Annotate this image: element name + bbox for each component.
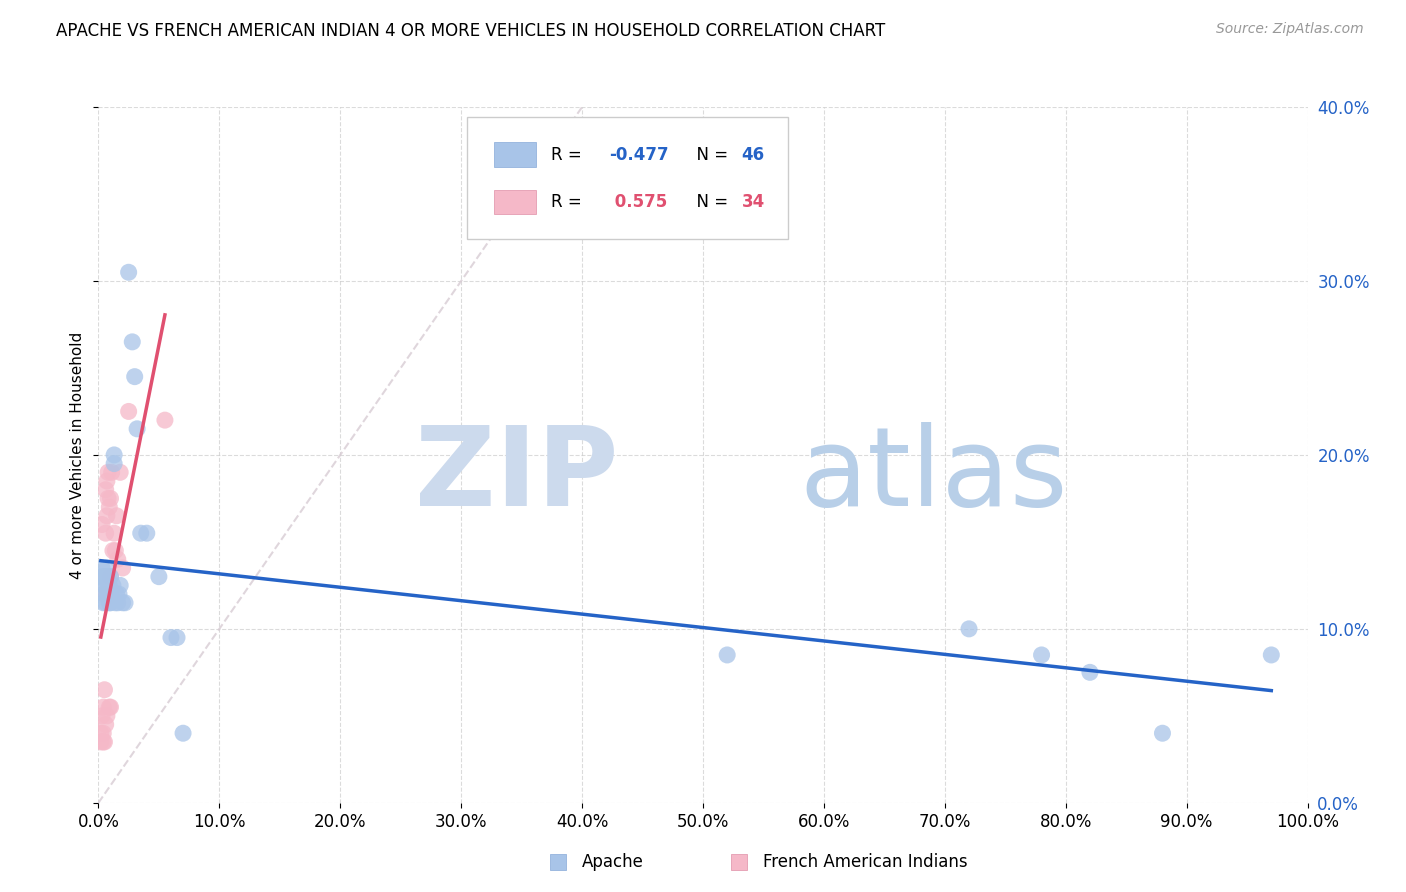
Point: [114, 596, 136, 610]
Point: [91, 596, 114, 610]
Point: [93, 735, 115, 749]
Point: [108, 466, 131, 480]
Point: [91, 700, 114, 714]
Text: R =: R =: [551, 145, 586, 163]
Point: [97, 466, 120, 480]
Point: [100, 587, 122, 601]
FancyBboxPatch shape: [494, 190, 536, 214]
Point: [101, 578, 124, 592]
Point: [93, 587, 115, 601]
Point: [105, 508, 128, 523]
Point: [100, 591, 122, 605]
Point: [111, 561, 134, 575]
Point: [93, 570, 115, 584]
Point: [1260, 648, 1282, 662]
Point: [91, 708, 114, 723]
Text: APACHE VS FRENCH AMERICAN INDIAN 4 OR MORE VEHICLES IN HOUSEHOLD CORRELATION CHA: APACHE VS FRENCH AMERICAN INDIAN 4 OR MO…: [56, 22, 886, 40]
Point: [91, 578, 114, 592]
Point: [96, 587, 118, 601]
Point: [96, 474, 118, 488]
Point: [1152, 726, 1174, 740]
Point: [94, 526, 117, 541]
Point: [135, 526, 157, 541]
Point: [111, 596, 134, 610]
Point: [91, 735, 114, 749]
Point: [100, 570, 122, 584]
Point: [103, 526, 125, 541]
Point: [94, 717, 117, 731]
Point: [91, 561, 114, 575]
Point: [127, 422, 149, 436]
Point: [100, 596, 122, 610]
Point: [90, 570, 112, 584]
Point: [172, 726, 194, 740]
Point: [1078, 665, 1101, 680]
Point: [90, 735, 112, 749]
Point: [124, 369, 146, 384]
Point: [108, 578, 131, 592]
Point: [121, 334, 143, 349]
Point: [100, 570, 122, 584]
Text: French American Indians: French American Indians: [763, 853, 969, 871]
Text: N =: N =: [686, 193, 734, 211]
Text: ZIP: ZIP: [415, 422, 619, 529]
Point: [148, 570, 170, 584]
Point: [97, 591, 120, 605]
Point: [93, 587, 115, 601]
Point: [90, 726, 112, 740]
Text: N =: N =: [686, 145, 734, 163]
Point: [93, 682, 115, 697]
Point: [94, 578, 117, 592]
Point: [107, 596, 129, 610]
Point: [98, 596, 121, 610]
Text: R =: R =: [551, 193, 586, 211]
Point: [100, 466, 122, 480]
Text: Source: ZipAtlas.com: Source: ZipAtlas.com: [1216, 22, 1364, 37]
Point: [103, 448, 125, 462]
Point: [93, 570, 115, 584]
FancyBboxPatch shape: [467, 118, 787, 239]
Y-axis label: 4 or more Vehicles in Household: 4 or more Vehicles in Household: [70, 331, 86, 579]
Text: 34: 34: [742, 193, 765, 211]
Point: [91, 726, 114, 740]
Point: [166, 631, 188, 645]
Point: [104, 543, 127, 558]
Point: [118, 265, 141, 279]
Point: [97, 570, 120, 584]
Point: [105, 587, 128, 601]
Text: Apache: Apache: [582, 853, 644, 871]
Point: [97, 578, 120, 592]
Point: [96, 508, 118, 523]
Point: [1031, 648, 1053, 662]
Point: [160, 631, 183, 645]
Point: [957, 622, 980, 636]
Point: [101, 543, 124, 558]
Text: -0.477: -0.477: [609, 145, 668, 163]
Point: [91, 517, 114, 532]
Point: [96, 708, 118, 723]
Point: [97, 491, 120, 506]
Point: [107, 552, 129, 566]
Text: atlas: atlas: [800, 422, 1069, 529]
Text: 0.575: 0.575: [609, 193, 666, 211]
Point: [153, 413, 176, 427]
Point: [96, 561, 118, 575]
Point: [100, 491, 122, 506]
Text: 46: 46: [742, 145, 765, 163]
Point: [129, 526, 152, 541]
Point: [98, 578, 121, 592]
Point: [94, 596, 117, 610]
Point: [98, 700, 121, 714]
Point: [716, 648, 738, 662]
FancyBboxPatch shape: [494, 143, 536, 167]
Point: [96, 570, 118, 584]
Point: [104, 596, 127, 610]
Point: [118, 404, 141, 418]
Point: [100, 700, 122, 714]
Point: [98, 500, 121, 514]
Point: [94, 483, 117, 497]
Point: [108, 587, 131, 601]
Point: [103, 457, 125, 471]
